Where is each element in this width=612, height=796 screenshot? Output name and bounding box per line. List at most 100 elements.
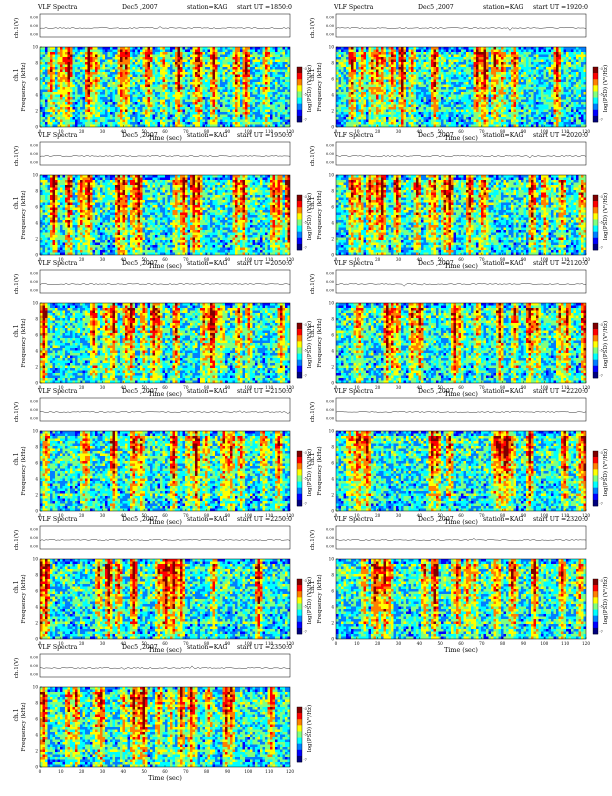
spectrogram-cell: [98, 50, 101, 53]
spectrogram-cell: [148, 97, 151, 100]
spectrogram-cell: [285, 72, 288, 75]
spectrogram-cell: [248, 60, 251, 63]
spectrogram-cell: [175, 60, 178, 63]
spectrogram-cell: [110, 77, 113, 80]
spectrogram-cell: [255, 95, 258, 98]
spectrogram-cell: [88, 77, 91, 80]
spectrogram-cell: [153, 52, 156, 55]
spectrogram-cell: [88, 120, 91, 123]
spectrogram-cell: [270, 82, 273, 85]
spectrogram-cell: [133, 125, 136, 128]
spectrogram-cell: [75, 102, 78, 105]
spectrogram-cell: [203, 65, 206, 68]
spectrogram-cell: [193, 117, 196, 120]
spectrogram-cell: [280, 117, 283, 120]
spectrogram-cell: [145, 57, 148, 60]
spectrogram-cell: [263, 97, 266, 100]
spectrogram-cell: [175, 57, 178, 60]
spectrogram-cell: [115, 50, 118, 53]
spectrogram-cell: [53, 90, 56, 93]
spectrogram-cell: [285, 125, 288, 128]
spectrogram-cell: [45, 80, 48, 83]
spectrogram-cell: [68, 102, 71, 105]
spectrogram-cell: [70, 97, 73, 100]
spectrogram-cell: [188, 85, 191, 88]
spectrogram-cell: [65, 50, 68, 53]
spectrogram-cell: [168, 75, 171, 78]
spectrogram-cell: [150, 50, 153, 53]
spectrogram-cell: [260, 67, 263, 70]
spectrogram-cell: [128, 87, 131, 90]
spectrogram-cell: [145, 87, 148, 90]
spectrogram-cell: [198, 102, 201, 105]
spectrogram-cell: [170, 52, 173, 55]
spectrogram-cell: [178, 115, 181, 118]
spectrogram-cell: [173, 80, 176, 83]
spectrogram-cell: [138, 72, 141, 75]
spectrogram-cell: [115, 117, 118, 120]
spectrogram-cell: [73, 50, 76, 53]
spectrogram-cell: [45, 55, 48, 58]
spectrogram-cell: [103, 122, 106, 125]
spectrogram-cell: [103, 102, 106, 105]
spectrogram-cell: [220, 102, 223, 105]
spectrogram-cell: [70, 75, 73, 78]
spectrogram-cell: [93, 77, 96, 80]
spectrogram-cell: [78, 62, 81, 65]
spectrogram-cell: [155, 65, 158, 68]
spectrogram-cell: [55, 50, 58, 53]
spectrogram-cell: [135, 67, 138, 70]
spectrogram-cell: [248, 65, 251, 68]
spectrogram-cell: [63, 55, 66, 58]
spectrogram-cell: [223, 87, 226, 90]
spectrogram-cell: [173, 55, 176, 58]
spectrogram-cell: [88, 67, 91, 70]
spectrogram-cell: [93, 80, 96, 83]
spectrogram-cell: [48, 70, 51, 73]
spectrogram-cell: [253, 82, 256, 85]
spectrogram-cell: [80, 122, 83, 125]
spectrogram-cell: [98, 90, 101, 93]
spectrogram-cell: [93, 102, 96, 105]
spectrogram-cell: [275, 52, 278, 55]
spectrogram-cell: [265, 50, 268, 53]
spectrogram-cell: [140, 70, 143, 73]
spectrogram-cell: [128, 105, 131, 108]
spectrogram-cell: [93, 85, 96, 88]
spectrogram-cell: [213, 120, 216, 123]
spectrogram-cell: [123, 90, 126, 93]
spectrogram-cell: [135, 57, 138, 60]
spectrogram-cell: [148, 70, 151, 73]
spectrogram-cell: [283, 112, 286, 115]
spectrogram-cell: [198, 110, 201, 113]
spectrogram-cell: [110, 60, 113, 63]
spectrogram-cell: [280, 55, 283, 58]
spectrogram-cell: [203, 85, 206, 88]
spectrogram-cell: [255, 112, 258, 115]
spectrogram-cell: [108, 77, 111, 80]
spectrogram-cell: [160, 105, 163, 108]
spectrogram-cell: [73, 75, 76, 78]
spectrogram-cell: [58, 75, 61, 78]
spectrogram-cell: [255, 87, 258, 90]
spectrogram-cell: [65, 122, 68, 125]
spectrogram-cell: [78, 85, 81, 88]
spectrogram-cell: [48, 105, 51, 108]
spectrogram-cell: [68, 80, 71, 83]
spectrogram-cell: [210, 52, 213, 55]
spectrogram-cell: [158, 105, 161, 108]
spectrogram-cell: [163, 65, 166, 68]
spectrogram-cell: [250, 107, 253, 110]
spectrogram-cell: [235, 77, 238, 80]
spectrogram-cell: [205, 112, 208, 115]
spectrogram-cell: [233, 87, 236, 90]
spectrogram-cell: [80, 90, 83, 93]
spectrogram-cell: [268, 120, 271, 123]
spectrogram-cell: [123, 102, 126, 105]
spectrogram-cell: [205, 105, 208, 108]
spectrogram-cell: [108, 112, 111, 115]
spectrogram-cell: [213, 97, 216, 100]
spectrogram-cell: [138, 120, 141, 123]
spectrogram-cell: [258, 100, 261, 103]
spectrogram-cell: [268, 100, 271, 103]
